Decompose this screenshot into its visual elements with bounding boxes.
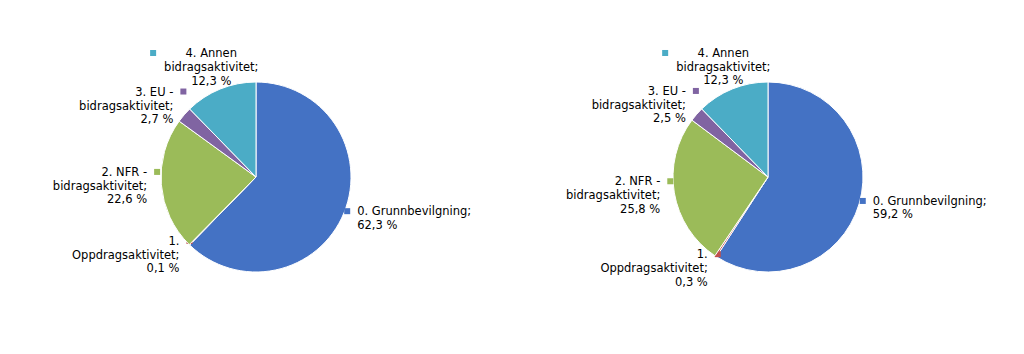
legend-swatch [662, 50, 668, 56]
value-label: 12,3 % [191, 74, 231, 88]
value-label: 0,1 % [147, 261, 180, 275]
slice-label: 3. EU -bidragsaktivitet; [592, 83, 686, 111]
slice-label: 0. Grunnbevilgning; [357, 204, 471, 218]
legend-swatch [344, 208, 350, 214]
pie-chart: 0. Grunnbevilgning;62,3 % 1.Oppdragsaktiv… [53, 46, 471, 276]
value-label: 2,7 % [140, 112, 173, 126]
legend-swatch [150, 50, 156, 56]
legend-swatch [860, 198, 866, 204]
value-label: 25,8 % [620, 202, 660, 216]
legend-swatch [180, 89, 186, 95]
legend-swatch [154, 169, 160, 175]
pie-slice [190, 82, 256, 177]
slice-label: 4. Annenbidragsaktivitet; [676, 45, 770, 73]
pie-slice [702, 82, 768, 177]
legend-swatch [693, 88, 699, 94]
slice-label: 0. Grunnbevilgning; [873, 193, 987, 207]
slice-label: 1.Oppdragsaktivitet; [600, 247, 707, 275]
pie-chart: 0. Grunnbevilgning;59,2 % 1.Oppdragsaktiv… [566, 45, 987, 288]
slice-label: 2. NFR -bidragsaktivitet; [566, 174, 660, 202]
slice-label: 4. Annenbidragsaktivitet; [164, 46, 258, 74]
slice-label: 3. EU -bidragsaktivitet; [79, 84, 173, 112]
value-label: 12,3 % [703, 73, 743, 87]
value-label: 62,3 % [357, 218, 397, 232]
legend-swatch [667, 178, 673, 184]
value-label: 22,6 % [107, 192, 147, 206]
value-label: 59,2 % [873, 207, 913, 221]
value-label: 2,5 % [653, 111, 686, 125]
slice-label: 2. NFR -bidragsaktivitet; [53, 164, 147, 192]
chart-canvas: 0. Grunnbevilgning;62,3 %1.Oppdragsaktiv… [0, 0, 1024, 354]
value-label: 0,3 % [675, 275, 708, 289]
slice-label: 1.Oppdragsaktivitet; [72, 233, 179, 261]
